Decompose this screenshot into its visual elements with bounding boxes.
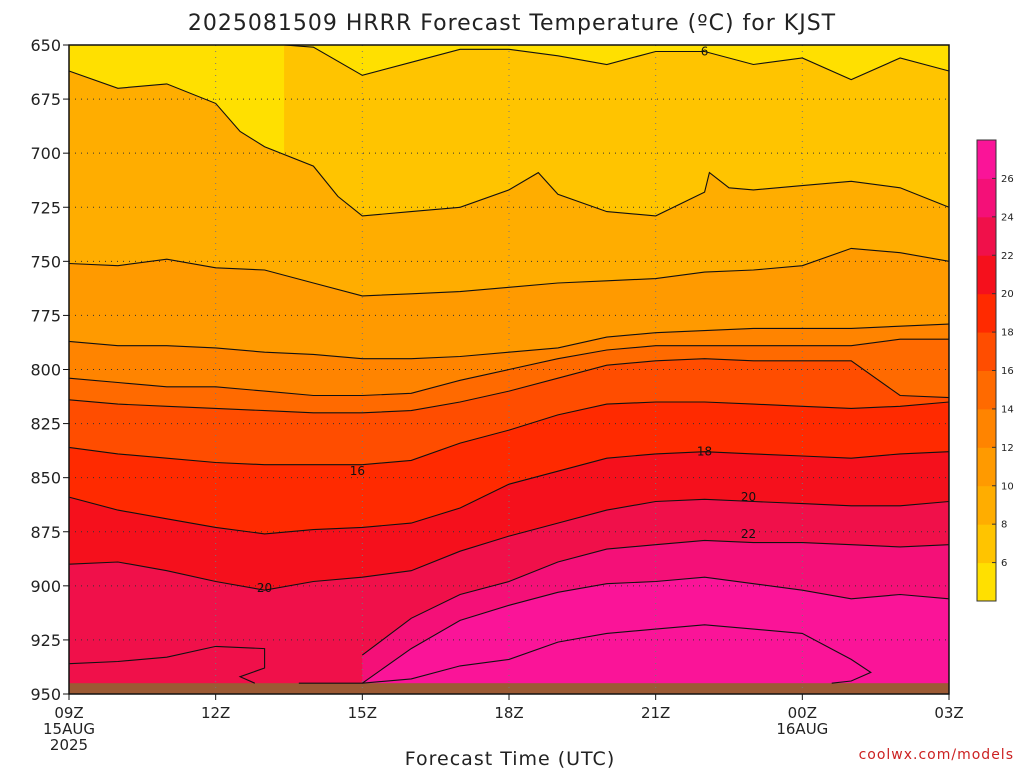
ground-strip bbox=[69, 683, 949, 694]
isotherm-24-9 bbox=[361, 539, 950, 656]
y-tick-label: 750 bbox=[30, 252, 61, 271]
y-tick-label: 775 bbox=[30, 306, 61, 325]
colorbar-label: 16 bbox=[1001, 366, 1014, 377]
fill-band-22-12 bbox=[69, 646, 265, 694]
x-tick-label: 18Z bbox=[494, 704, 523, 722]
colorbar-label: 22 bbox=[1001, 251, 1014, 262]
isotherm-labels: 6 16 18 20 20 22 bbox=[257, 44, 756, 595]
x-tick-label: 2025 bbox=[50, 736, 88, 754]
contour-label: 6 bbox=[701, 44, 709, 58]
colorbar-band bbox=[977, 255, 996, 295]
colorbar-band bbox=[977, 408, 996, 448]
colorbar-band bbox=[977, 293, 996, 333]
x-tick-label: 03Z bbox=[934, 704, 963, 722]
isotherm-20-7 bbox=[68, 451, 950, 535]
colorbar-label: 26 bbox=[1001, 174, 1014, 185]
colorbar-band bbox=[977, 485, 996, 525]
isotherm-10-2 bbox=[68, 247, 950, 297]
colorbar-band bbox=[977, 216, 996, 256]
contour-label: 20 bbox=[257, 581, 272, 595]
colorbar-band bbox=[977, 140, 996, 179]
x-tick-label: 16AUG bbox=[776, 720, 828, 738]
colorbar-band bbox=[977, 370, 996, 410]
isotherm-16-5 bbox=[68, 358, 950, 414]
x-tick-label: 15AUG bbox=[43, 720, 95, 738]
isotherm-6-0 bbox=[284, 44, 950, 81]
colorbar-label: 10 bbox=[1001, 481, 1014, 492]
y-tick-label: 925 bbox=[30, 631, 61, 650]
y-axis-ticks: 650 675 700 725 750 775 800 825 850 875 900 925 950 bbox=[30, 36, 69, 704]
colorbar-band bbox=[977, 524, 996, 564]
isotherm-18-6 bbox=[68, 401, 950, 466]
colorbar-band bbox=[977, 562, 996, 602]
x-tick-label: 00Z bbox=[788, 704, 817, 722]
y-tick-label: 900 bbox=[30, 577, 61, 596]
colorbar-label: 6 bbox=[1001, 558, 1007, 569]
y-tick-label: 850 bbox=[30, 469, 61, 488]
y-tick-label: 800 bbox=[30, 361, 61, 380]
chart-title: 2025081509 HRRR Forecast Temperature (ºC… bbox=[188, 11, 836, 36]
colorbar-label: 24 bbox=[1001, 212, 1014, 223]
colorbar-band bbox=[977, 447, 996, 487]
colorbar-label: 12 bbox=[1001, 443, 1014, 454]
ground-layer bbox=[69, 683, 949, 694]
colorbar-band bbox=[977, 332, 996, 371]
isotherm-12-3 bbox=[68, 323, 950, 360]
credit-text: coolwx.com/models bbox=[859, 747, 1014, 763]
y-tick-label: 650 bbox=[30, 36, 61, 55]
isotherm-8-1 bbox=[68, 70, 950, 217]
y-tick-label: 825 bbox=[30, 415, 61, 434]
colorbar-label: 20 bbox=[1001, 289, 1014, 300]
y-tick-label: 725 bbox=[30, 198, 61, 217]
y-tick-label: 700 bbox=[30, 144, 61, 163]
isotherm-lines bbox=[68, 44, 950, 684]
colorbar-label: 8 bbox=[1001, 520, 1007, 531]
fill-band-28-11 bbox=[362, 624, 871, 694]
colorbar-band bbox=[977, 178, 996, 218]
x-tick-label: 21Z bbox=[641, 704, 670, 722]
colorbar-label: 18 bbox=[1001, 328, 1014, 339]
x-tick-label: 15Z bbox=[348, 704, 377, 722]
y-tick-label: 875 bbox=[30, 523, 61, 542]
x-tick-label: 09Z bbox=[54, 704, 83, 722]
isotherm-22-12 bbox=[68, 645, 266, 684]
temperature-fill-layers bbox=[69, 45, 950, 694]
colorbar-legend: 6 8 10 12 14 16 18 20 22 24 26 bbox=[976, 139, 1014, 602]
colorbar-label: 14 bbox=[1001, 404, 1014, 415]
contour-label: 18 bbox=[697, 445, 712, 459]
isotherm-28-11 bbox=[362, 624, 872, 684]
y-tick-label: 675 bbox=[30, 90, 61, 109]
x-axis-label: Forecast Time (UTC) bbox=[405, 748, 615, 768]
contour-label: 22 bbox=[741, 527, 756, 541]
isotherm-14-4 bbox=[68, 338, 949, 397]
x-tick-label: 12Z bbox=[201, 704, 230, 722]
y-tick-label: 950 bbox=[30, 685, 61, 704]
isotherm-26-10 bbox=[298, 576, 950, 684]
contour-label: 16 bbox=[350, 464, 365, 478]
contour-label: 20 bbox=[741, 490, 756, 504]
isotherm-22-8 bbox=[68, 498, 950, 591]
